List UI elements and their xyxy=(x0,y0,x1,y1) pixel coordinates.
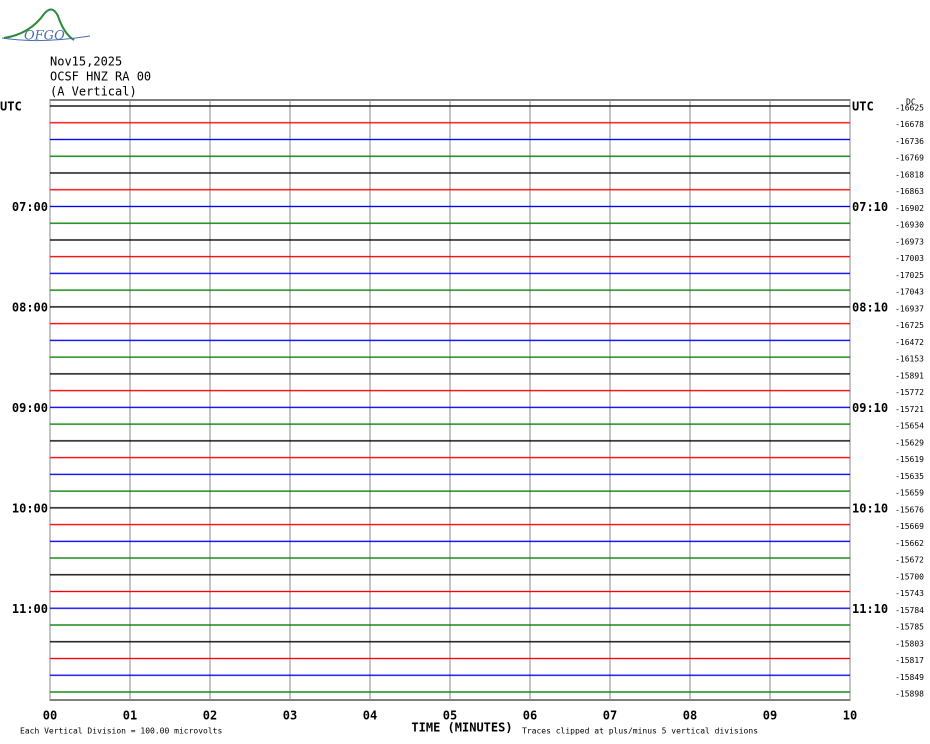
title-line: Nov15,2025 xyxy=(50,55,122,69)
left-time-label: 10:00 xyxy=(12,501,48,515)
x-tick-label: 03 xyxy=(283,709,297,723)
left-time-label: 11:00 xyxy=(12,602,48,616)
dc-value: -16769 xyxy=(895,154,924,163)
dc-value: -15619 xyxy=(895,455,924,464)
dc-value: -15891 xyxy=(895,371,924,380)
x-tick-label: 01 xyxy=(123,709,137,723)
dc-value: -15743 xyxy=(895,589,924,598)
x-axis-label: TIME (MINUTES) xyxy=(411,721,512,735)
dc-value: -15672 xyxy=(895,556,924,565)
x-tick-label: 02 xyxy=(203,709,217,723)
logo-swoosh xyxy=(1,35,91,42)
right-time-label: UTC xyxy=(852,100,874,114)
x-tick-label: 05 xyxy=(443,709,457,723)
dc-value: -15635 xyxy=(895,472,924,481)
x-tick-label: 00 xyxy=(43,709,57,723)
dc-value: -16736 xyxy=(895,137,924,146)
right-time-label: 07:10 xyxy=(852,200,888,214)
logo-curve xyxy=(3,8,75,41)
dc-value: -15629 xyxy=(895,438,924,447)
left-time-label: 08:00 xyxy=(12,300,48,314)
right-time-label: 08:10 xyxy=(852,300,888,314)
dc-value: -15721 xyxy=(895,405,924,414)
dc-header: DC xyxy=(906,98,916,107)
right-time-label: 10:10 xyxy=(852,501,888,515)
dc-value: -15772 xyxy=(895,388,924,397)
x-tick-label: 04 xyxy=(363,709,377,723)
x-tick-label: 08 xyxy=(683,709,697,723)
dc-value: -15669 xyxy=(895,522,924,531)
dc-value: -16818 xyxy=(895,170,924,179)
dc-value: -16863 xyxy=(895,187,924,196)
dc-value: -16625 xyxy=(895,104,924,113)
dc-value: -16973 xyxy=(895,237,924,246)
dc-value: -16472 xyxy=(895,338,924,347)
dc-value: -16153 xyxy=(895,355,924,364)
dc-value: -15817 xyxy=(895,656,924,665)
x-tick-label: 10 xyxy=(843,709,857,723)
x-tick-label: 06 xyxy=(523,709,537,723)
dc-value: -17025 xyxy=(895,271,924,280)
dc-value: -16930 xyxy=(895,221,924,230)
dc-value: -15803 xyxy=(895,639,924,648)
dc-value: -15676 xyxy=(895,505,924,514)
right-time-label: 09:10 xyxy=(852,401,888,415)
dc-value: -16725 xyxy=(895,321,924,330)
x-tick-label: 09 xyxy=(763,709,777,723)
dc-value: -15898 xyxy=(895,690,924,699)
right-time-label: 11:10 xyxy=(852,602,888,616)
dc-value: -17043 xyxy=(895,288,924,297)
dc-value: -15662 xyxy=(895,539,924,548)
dc-value: -17003 xyxy=(895,254,924,263)
title-line: (A Vertical) xyxy=(50,85,137,99)
dc-value: -15700 xyxy=(895,572,924,581)
clip-note: Traces clipped at plus/minus 5 vertical … xyxy=(522,727,758,736)
dc-value: -16902 xyxy=(895,204,924,213)
left-time-label: 07:00 xyxy=(12,200,48,214)
scale-note: Each Vertical Division = 100.00 microvol… xyxy=(20,727,222,736)
dc-value: -15784 xyxy=(895,606,924,615)
dc-value: -16937 xyxy=(895,304,924,313)
left-time-label: 09:00 xyxy=(12,401,48,415)
dc-value: -15654 xyxy=(895,422,924,431)
logo-text: OFGO xyxy=(24,29,65,44)
dc-value: -15785 xyxy=(895,623,924,632)
left-time-label: UTC xyxy=(0,100,22,114)
dc-value: -15849 xyxy=(895,673,924,682)
dc-value: -16678 xyxy=(895,120,924,129)
x-tick-label: 07 xyxy=(603,709,617,723)
dc-value: -15659 xyxy=(895,489,924,498)
title-line: OCSF HNZ RA 00 xyxy=(50,70,151,84)
